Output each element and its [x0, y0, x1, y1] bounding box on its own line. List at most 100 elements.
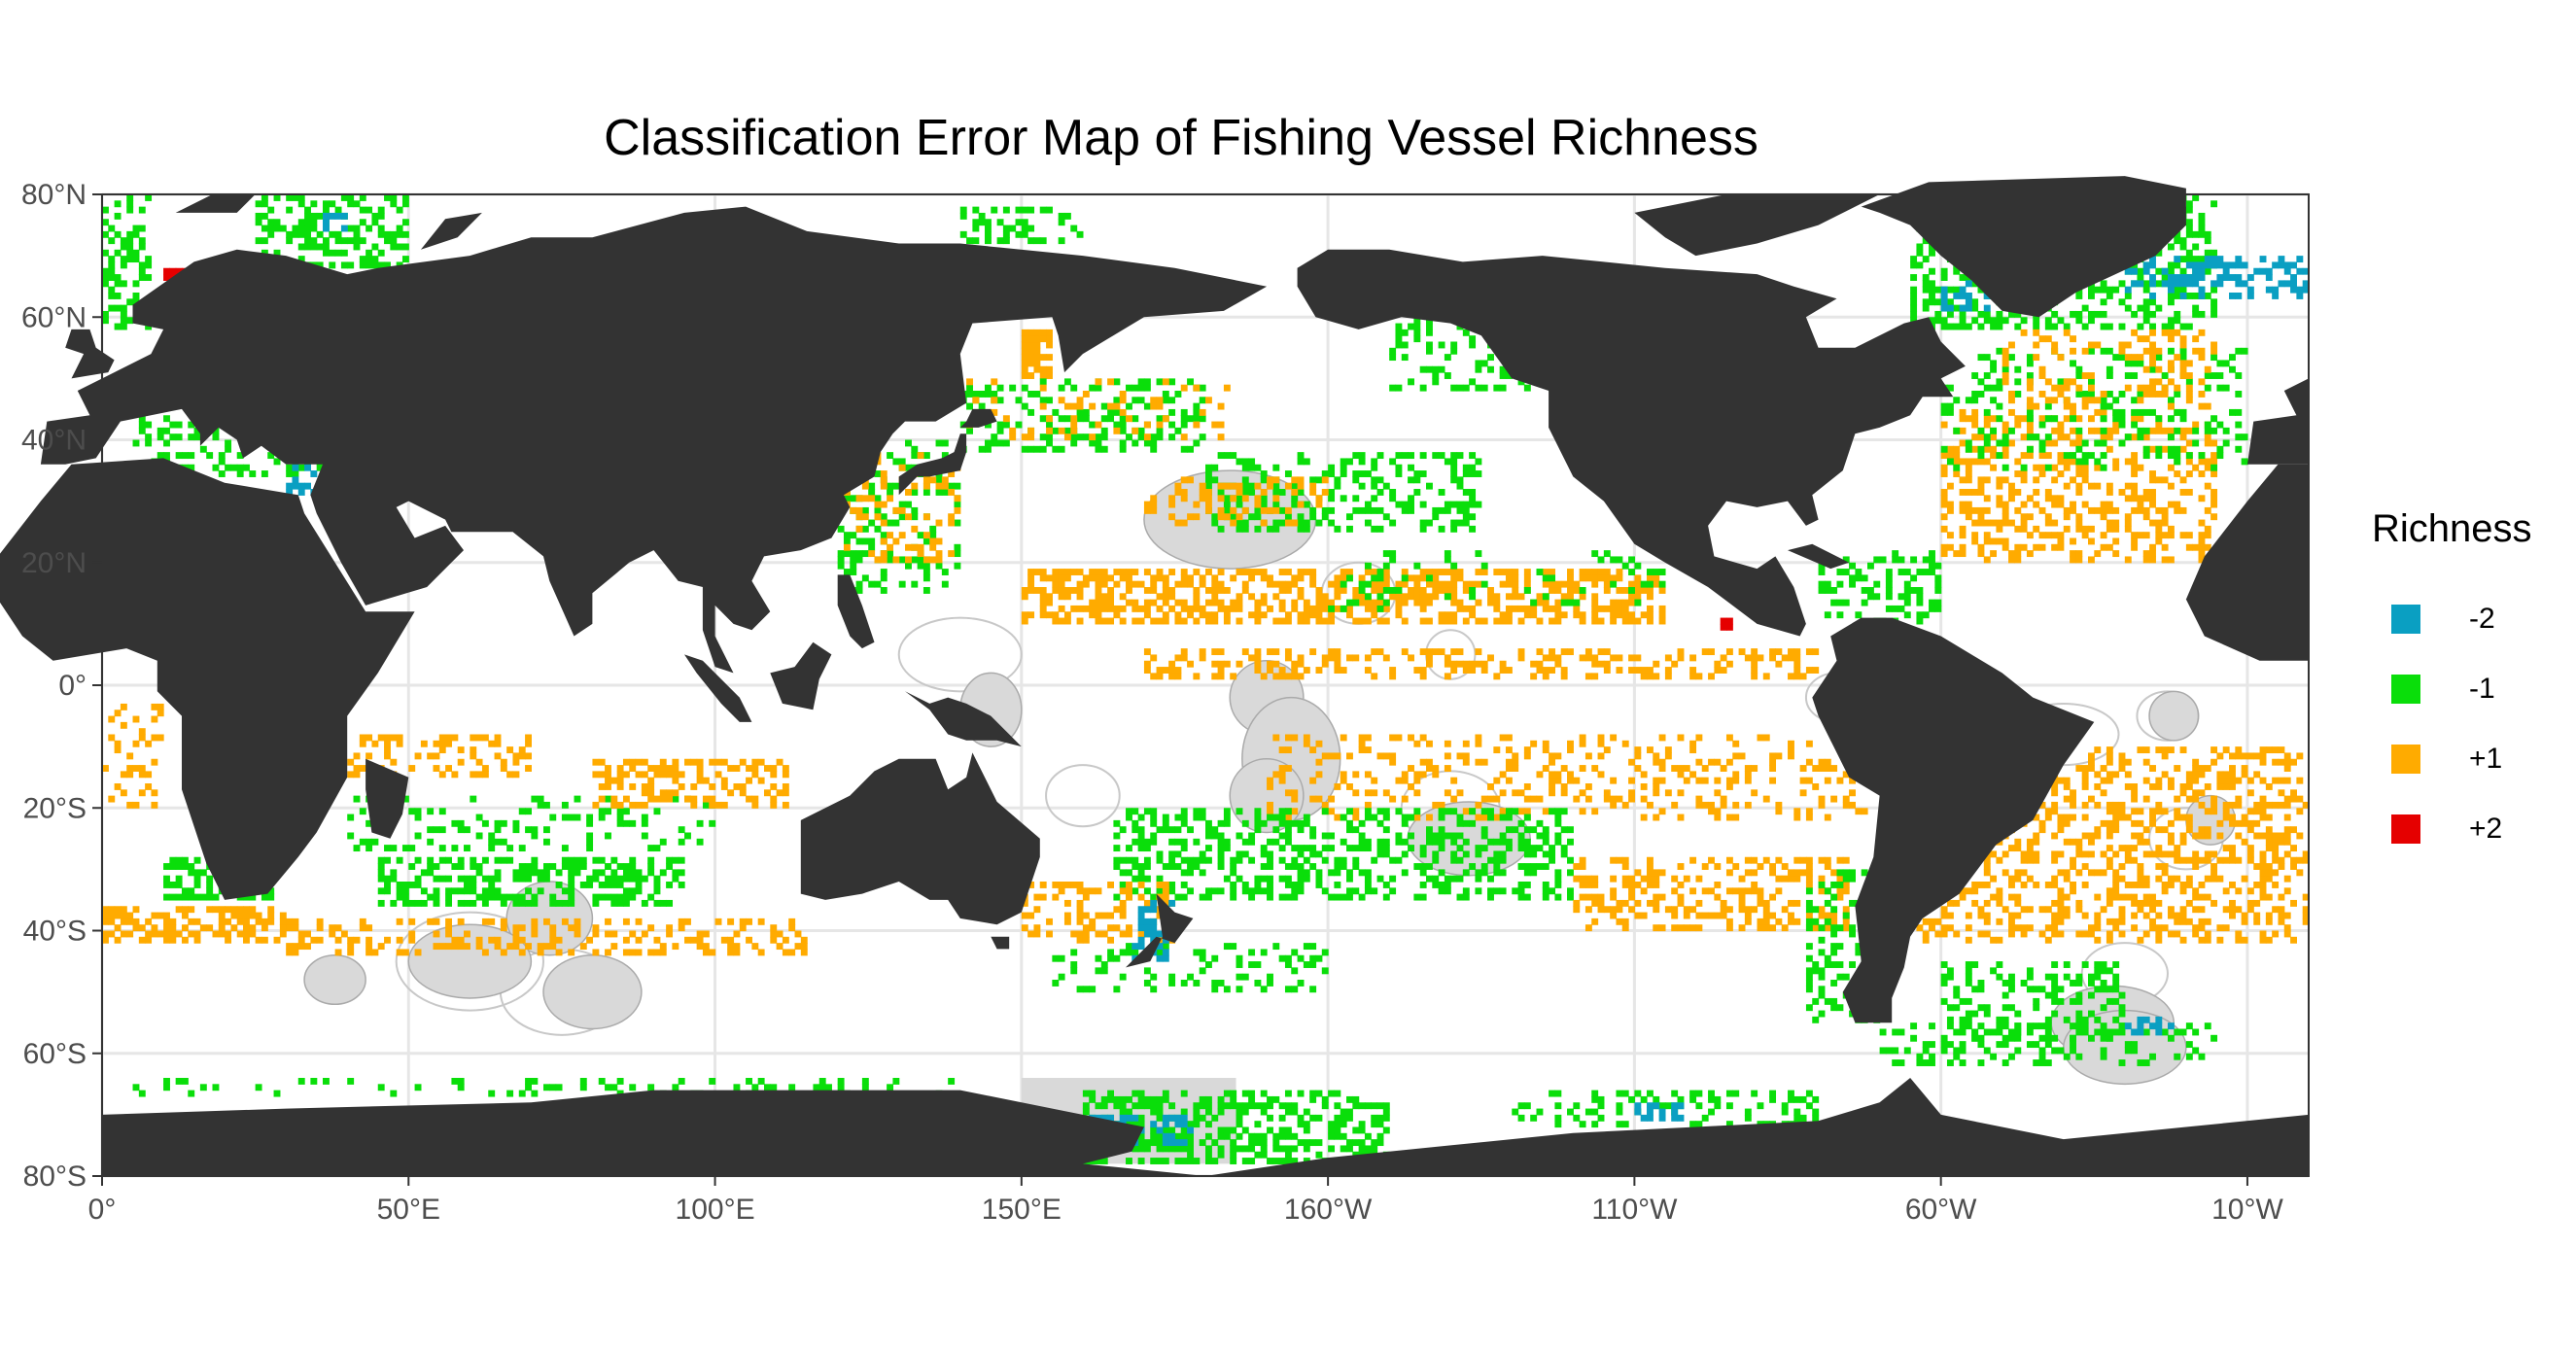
error-cell — [2044, 1028, 2052, 1036]
error-cell — [1039, 587, 1047, 594]
error-cell — [457, 856, 465, 864]
error-cell — [917, 556, 924, 564]
error-cell — [2131, 832, 2139, 840]
error-cell — [175, 906, 183, 914]
error-cell — [2174, 930, 2181, 938]
error-cell — [1223, 506, 1231, 514]
error-cell — [1603, 587, 1611, 594]
error-cell — [512, 869, 520, 877]
error-cell — [1267, 814, 1273, 821]
error-cell — [475, 734, 483, 742]
error-cell — [157, 703, 164, 710]
error-cell — [1677, 893, 1685, 901]
error-cell — [2198, 856, 2206, 864]
error-cell — [1793, 856, 1801, 864]
error-cell — [978, 219, 986, 226]
error-cell — [2131, 783, 2139, 790]
error-cell — [297, 200, 305, 208]
error-cell — [359, 194, 366, 201]
error-cell — [347, 237, 355, 245]
error-cell — [1168, 826, 1176, 834]
error-cell — [1254, 501, 1262, 508]
error-cell — [2216, 783, 2224, 790]
error-cell — [1309, 574, 1317, 582]
error-cell — [1297, 819, 1305, 827]
error-cell — [1892, 1059, 1899, 1066]
error-cell — [340, 261, 348, 269]
error-cell — [1236, 605, 1243, 612]
error-cell — [1205, 599, 1212, 606]
error-cell — [1150, 986, 1158, 993]
error-cell — [1284, 519, 1292, 527]
error-cell — [1517, 648, 1525, 656]
error-cell — [1382, 562, 1390, 570]
error-cell — [1395, 452, 1403, 460]
error-cell — [2100, 1028, 2107, 1036]
error-cell — [126, 249, 134, 257]
error-cell — [1530, 863, 1538, 870]
error-cell — [1818, 986, 1826, 993]
error-cell — [1499, 832, 1507, 840]
error-cell — [2088, 752, 2095, 760]
error-cell — [1284, 814, 1292, 821]
error-cell — [1408, 574, 1414, 582]
error-cell — [1278, 819, 1286, 827]
error-cell — [2088, 795, 2095, 803]
error-cell — [678, 771, 685, 779]
error-cell — [512, 752, 520, 760]
error-cell — [1284, 482, 1292, 490]
error-cell — [1536, 660, 1544, 668]
error-cell — [1493, 605, 1501, 612]
error-cell — [1432, 580, 1440, 588]
error-cell — [1150, 574, 1158, 582]
error-cell — [1720, 795, 1727, 803]
error-cell — [1512, 758, 1519, 766]
error-cell — [1162, 378, 1169, 386]
error-cell — [1671, 912, 1679, 919]
error-cell — [1469, 605, 1477, 612]
error-cell — [1708, 801, 1715, 809]
error-cell — [1560, 850, 1568, 858]
error-cell — [329, 924, 336, 932]
error-cell — [427, 856, 435, 864]
error-cell — [1499, 850, 1507, 858]
error-cell — [1002, 237, 1010, 245]
error-cell — [525, 943, 532, 951]
error-cell — [2179, 1028, 2187, 1036]
error-cell — [366, 225, 373, 232]
error-cell — [1591, 893, 1599, 901]
error-cell — [1769, 765, 1777, 772]
error-cell — [359, 918, 366, 925]
error-cell — [1419, 869, 1427, 877]
error-cell — [1021, 617, 1028, 625]
error-cell — [2290, 826, 2297, 834]
error-cell — [1395, 856, 1403, 864]
error-cell — [1039, 206, 1047, 214]
error-cell — [340, 930, 348, 938]
error-cell — [488, 893, 496, 901]
error-cell — [2272, 832, 2280, 840]
error-cell — [470, 856, 477, 864]
error-cell — [1444, 887, 1451, 895]
error-cell — [1248, 961, 1256, 968]
error-cell — [1143, 875, 1151, 883]
error-cell — [1824, 997, 1831, 1005]
error-cell — [2235, 936, 2243, 944]
error-cell — [1842, 875, 1850, 883]
error-cell — [2063, 783, 2071, 790]
error-cell — [2283, 795, 2291, 803]
error-cell — [1946, 1004, 1954, 1012]
error-cell — [1432, 648, 1440, 656]
error-cell — [1438, 814, 1445, 821]
error-cell — [2118, 1059, 2126, 1066]
error-cell — [1419, 470, 1427, 477]
error-cell — [2241, 819, 2248, 827]
error-cell — [1616, 556, 1623, 564]
error-cell — [568, 875, 575, 883]
error-cell — [1634, 869, 1642, 877]
error-cell — [408, 899, 416, 907]
error-cell — [2033, 986, 2040, 993]
error-cell — [1156, 850, 1164, 858]
error-cell — [1180, 476, 1188, 484]
error-cell — [531, 826, 539, 834]
